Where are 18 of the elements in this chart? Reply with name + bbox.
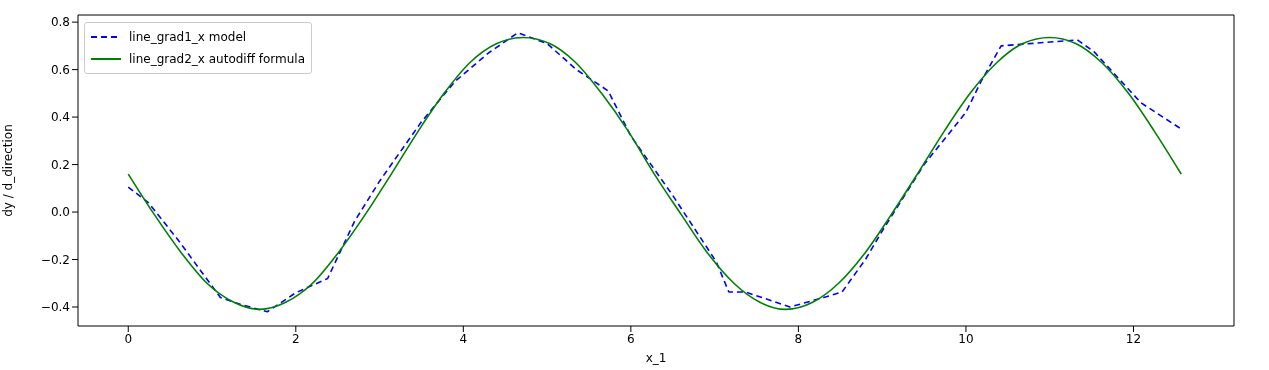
y-tick-label: −0.4 bbox=[40, 300, 70, 315]
y-tick-label: 0.4 bbox=[50, 110, 70, 125]
y-tick-label: −0.2 bbox=[40, 252, 70, 267]
legend-label: line_grad2_x autodiff formula bbox=[129, 52, 306, 66]
x-tick-label: 0 bbox=[124, 331, 133, 346]
x-tick-label: 4 bbox=[459, 331, 468, 346]
x-axis-title: x_1 bbox=[645, 351, 667, 365]
legend-label: line_grad1_x model bbox=[129, 30, 247, 44]
x-tick-label: 12 bbox=[1125, 331, 1142, 346]
y-tick-label: 0.0 bbox=[50, 205, 70, 220]
x-tick-label: 6 bbox=[627, 331, 635, 346]
y-tick-label: 0.6 bbox=[50, 62, 70, 77]
x-tick-label: 10 bbox=[958, 331, 974, 346]
y-tick-label: 0.8 bbox=[50, 15, 70, 30]
x-tick-label: 8 bbox=[794, 331, 803, 346]
y-tick-label: 0.2 bbox=[50, 157, 70, 172]
x-tick-label: 2 bbox=[291, 331, 300, 346]
y-axis-title: dy / d_direction bbox=[1, 124, 16, 217]
